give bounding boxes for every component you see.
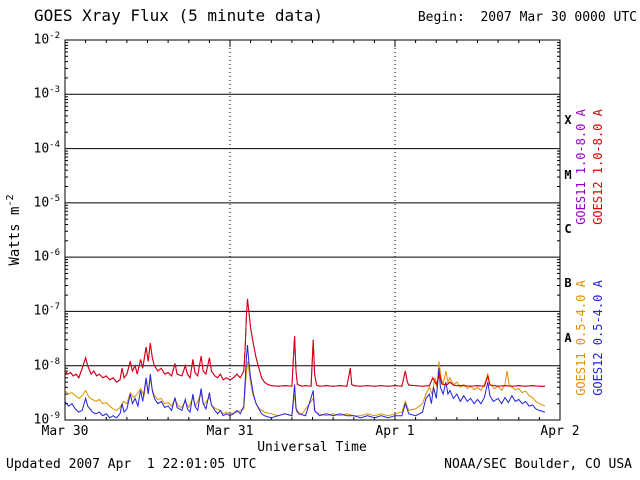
- y-axis-label-exponent: -2: [5, 194, 17, 207]
- flare-class-letter: X: [564, 113, 572, 128]
- series-goes11-short-line: [65, 361, 546, 417]
- series-goes12-short-line: [65, 345, 546, 419]
- noaa-credit: NOAA/SEC Boulder, CO USA: [444, 457, 632, 472]
- chart-title: GOES Xray Flux (5 minute data): [34, 6, 323, 25]
- series-goes12-long-line: [65, 298, 545, 387]
- begin-timestamp: Begin: 2007 Mar 30 0000 UTC: [417, 10, 637, 25]
- y-axis-tick-label: 10-4: [33, 139, 61, 156]
- x-axis-label: Universal Time: [257, 440, 367, 455]
- flare-class-letter: M: [564, 167, 572, 182]
- flare-class-letter: B: [564, 276, 572, 291]
- y-axis-tick-label: 10-3: [33, 85, 61, 102]
- y-axis-tick-label: 10-2: [33, 31, 61, 48]
- y-axis-tick-label: 10-7: [33, 302, 61, 319]
- y-axis-tick-label: 10-6: [33, 248, 61, 265]
- x-axis-tick-label: Mar 31: [206, 424, 254, 439]
- y-axis-tick-label: 10-5: [33, 193, 61, 211]
- legend-goes11-short: GOES11 0.5-4.0 A: [574, 280, 588, 396]
- flare-class-letter: C: [564, 222, 572, 236]
- legend-goes11-long: GOES11 1.0-8.0 A: [574, 109, 588, 225]
- flare-class-letter: A: [564, 330, 572, 345]
- legend-goes12-long: GOES12 1.0-8.0 A: [591, 109, 605, 225]
- x-axis-tick-label: Apr 1: [375, 424, 415, 439]
- x-axis-tick-label: Apr 2: [540, 424, 580, 439]
- y-axis-label-main: Watts m: [6, 206, 23, 266]
- y-axis-tick-label: 10-8: [33, 356, 61, 374]
- legend-goes12-short: GOES12 0.5-4.0 A: [591, 280, 605, 396]
- updated-timestamp: Updated 2007 Apr 1 22:01:05 UTC: [6, 457, 257, 472]
- y-axis-label: Watts m-2: [5, 194, 23, 265]
- x-axis-tick-label: Mar 30: [41, 424, 89, 439]
- y-axis-tick-label: 10-9: [33, 411, 61, 428]
